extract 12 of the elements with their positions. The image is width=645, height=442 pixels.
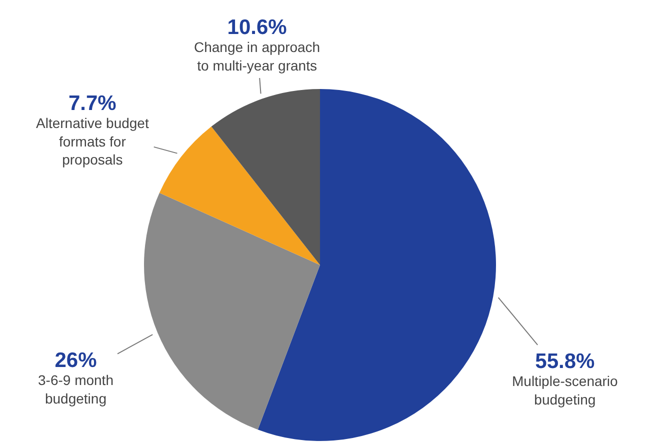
slice-label: Alternative budget formats for proposals (36, 115, 149, 168)
pie-slice (144, 192, 320, 430)
slice-label: Multiple-scenario budgeting (512, 373, 618, 408)
data-label: 10.6% (227, 16, 288, 39)
pie-slice (159, 126, 320, 265)
slice-label: Change in approach to multi-year grants (194, 39, 320, 74)
slice-label: 3-6-9 month budgeting (38, 372, 114, 406)
data-label: 7.7% (68, 92, 117, 115)
pie-slice (211, 89, 320, 265)
pie-slice (258, 89, 496, 441)
data-label: 55.8% (535, 350, 596, 373)
data-label: 26% (54, 349, 98, 372)
